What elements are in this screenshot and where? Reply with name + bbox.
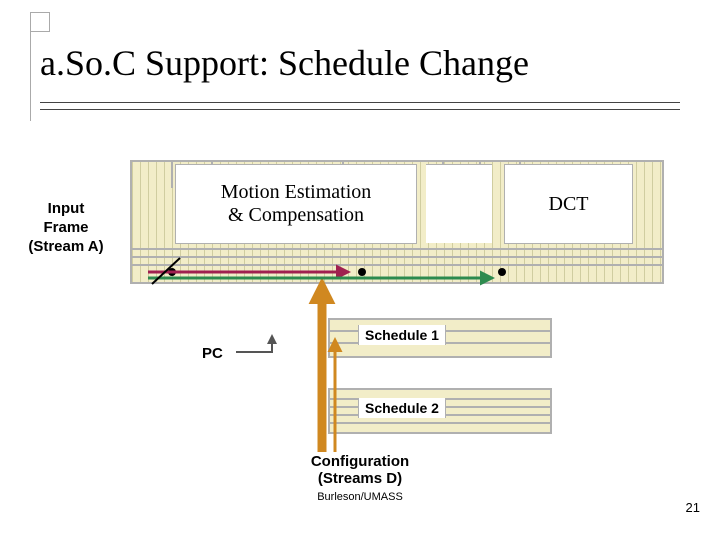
input-l2: Frame — [43, 219, 88, 236]
slide-title: a.So.C Support: Schedule Change — [40, 42, 680, 84]
page-number: 21 — [686, 500, 700, 515]
corner-ornament — [30, 12, 50, 32]
title-rule-1 — [40, 102, 680, 103]
input-l3: (Stream A) — [28, 238, 103, 255]
dct-text: DCT — [549, 193, 589, 216]
footer-text: Burleson/UMASS — [0, 491, 720, 503]
config-label: Configuration (Streams D) — [0, 453, 720, 487]
cell — [132, 162, 173, 188]
config-l1: Configuration — [311, 453, 409, 470]
pc-connector — [236, 336, 272, 352]
hline — [132, 248, 662, 250]
input-frame-label: Input Frame (Stream A) — [6, 200, 126, 256]
node-dot — [498, 268, 506, 276]
schedule2-label: Schedule 2 — [358, 398, 446, 418]
hline — [132, 256, 662, 258]
motion-text: Motion Estimation & Compensation — [221, 181, 372, 227]
gap-box — [426, 164, 492, 243]
node-dot — [168, 268, 176, 276]
config-l2: (Streams D) — [318, 470, 402, 487]
motion-l1: Motion Estimation — [221, 181, 372, 203]
schedule1-label: Schedule 1 — [358, 325, 446, 345]
hline — [132, 264, 662, 266]
title-rule-2 — [40, 109, 680, 110]
hline — [330, 422, 550, 424]
input-l1: Input — [48, 200, 85, 217]
motion-estimation-box: Motion Estimation & Compensation — [175, 164, 417, 244]
motion-l2: & Compensation — [228, 204, 364, 226]
node-dot — [358, 268, 366, 276]
pc-label: PC — [202, 345, 223, 362]
dct-box: DCT — [504, 164, 633, 244]
slide-root: a.So.C Support: Schedule Change Input Fr… — [0, 0, 720, 540]
